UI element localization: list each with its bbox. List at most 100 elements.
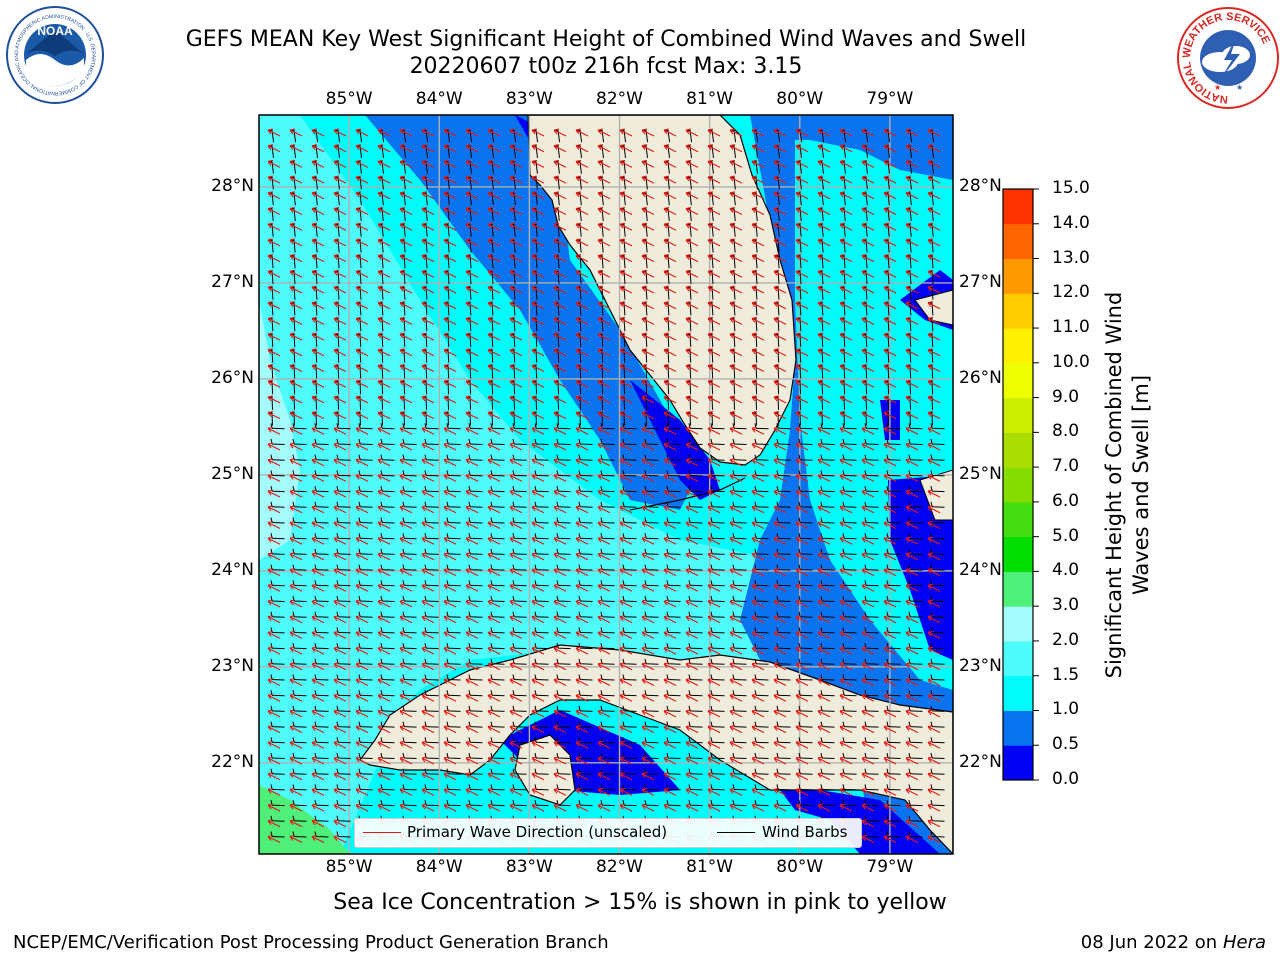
wave-arrow: [641, 363, 655, 372]
wave-arrow: [399, 348, 413, 357]
wave-arrow: [751, 348, 765, 357]
wave-arrow: [707, 803, 721, 812]
wave-arrow: [729, 348, 743, 357]
wave-arrow: [861, 144, 875, 153]
wave-arrow: [355, 316, 369, 325]
wave-arrow: [399, 411, 413, 420]
wave-arrow: [487, 238, 501, 247]
wave-arrow: [883, 316, 897, 325]
wave-arrow: [421, 128, 435, 137]
wave-arrow: [531, 693, 545, 702]
wave-arrow: [861, 285, 875, 294]
wave-arrow: [707, 583, 721, 592]
wave-arrow: [817, 615, 831, 624]
wave-arrow: [839, 254, 853, 263]
wave-arrow: [641, 191, 655, 200]
wave-arrow: [641, 316, 655, 325]
wave-arrow: [905, 222, 919, 231]
wave-arrow: [707, 442, 721, 451]
wave-arrow: [817, 630, 831, 639]
wave-arrow: [399, 316, 413, 325]
wave-arrow: [443, 756, 457, 765]
wave-arrow: [597, 363, 611, 372]
wave-arrow: [883, 520, 897, 529]
wave-arrow: [465, 662, 479, 671]
wave-arrow: [509, 740, 523, 749]
wave-arrow: [685, 144, 699, 153]
wave-arrow: [597, 756, 611, 765]
wave-arrow: [531, 442, 545, 451]
wave-arrow: [597, 489, 611, 498]
wave-arrow: [839, 725, 853, 734]
wave-arrow: [333, 442, 347, 451]
wave-arrow: [927, 599, 941, 608]
wave-arrow: [905, 285, 919, 294]
wave-arrow: [399, 332, 413, 341]
wave-arrow: [399, 301, 413, 310]
wave-arrow: [487, 473, 501, 482]
wave-arrow: [553, 615, 567, 624]
wave-arrow: [333, 662, 347, 671]
wave-arrow: [619, 630, 633, 639]
wave-arrow: [663, 159, 677, 168]
wave-arrow: [333, 363, 347, 372]
wave-arrow: [861, 505, 875, 514]
wave-arrow: [553, 725, 567, 734]
wave-arrow: [817, 269, 831, 278]
wave-arrow: [443, 222, 457, 231]
wave-arrow: [465, 552, 479, 561]
wave-arrow: [531, 332, 545, 341]
wave-arrow: [421, 442, 435, 451]
wave-arrow: [267, 693, 281, 702]
wave-arrow: [509, 175, 523, 184]
wave-arrow: [421, 677, 435, 686]
wave-arrow: [289, 615, 303, 624]
wave-arrow: [443, 301, 457, 310]
wave-arrow: [399, 630, 413, 639]
wave-arrow: [509, 144, 523, 153]
wave-arrow: [465, 489, 479, 498]
wave-arrow: [839, 693, 853, 702]
wave-arrow: [553, 520, 567, 529]
wave-arrow: [773, 316, 787, 325]
wave-arrow: [861, 693, 875, 702]
wave-arrow: [707, 568, 721, 577]
wave-arrow: [487, 269, 501, 278]
wave-arrow: [509, 269, 523, 278]
wave-band-0.5-1m-flbay: [630, 380, 720, 500]
wave-arrow: [509, 552, 523, 561]
wave-arrow: [399, 552, 413, 561]
wave-arrow: [333, 395, 347, 404]
wave-arrow: [839, 332, 853, 341]
wave-arrow: [663, 552, 677, 561]
wave-arrow: [289, 787, 303, 796]
wave-arrow: [751, 520, 765, 529]
wave-arrow: [465, 395, 479, 404]
wave-arrow: [267, 285, 281, 294]
colorbar: [1003, 188, 1039, 781]
wave-arrow: [905, 426, 919, 435]
wave-arrow: [663, 677, 677, 686]
wave-arrow: [553, 144, 567, 153]
wave-arrow: [619, 206, 633, 215]
wave-arrow: [773, 254, 787, 263]
wave-arrow: [839, 646, 853, 655]
wave-arrow: [355, 709, 369, 718]
wave-arrow: [597, 128, 611, 137]
wave-arrow: [927, 520, 941, 529]
wave-arrow: [267, 332, 281, 341]
wave-arrow: [333, 583, 347, 592]
wave-arrow: [751, 128, 765, 137]
wave-arrow: [597, 144, 611, 153]
wave-arrow: [663, 630, 677, 639]
wave-arrow: [355, 677, 369, 686]
wave-arrow: [817, 709, 831, 718]
wave-arrow: [465, 159, 479, 168]
wave-arrow: [399, 395, 413, 404]
wave-arrow: [817, 473, 831, 482]
wave-arrow: [509, 568, 523, 577]
wave-arrow: [465, 254, 479, 263]
wave-arrow: [377, 489, 391, 498]
lon-label-bottom: 80°W: [776, 857, 824, 877]
wave-arrow: [289, 159, 303, 168]
